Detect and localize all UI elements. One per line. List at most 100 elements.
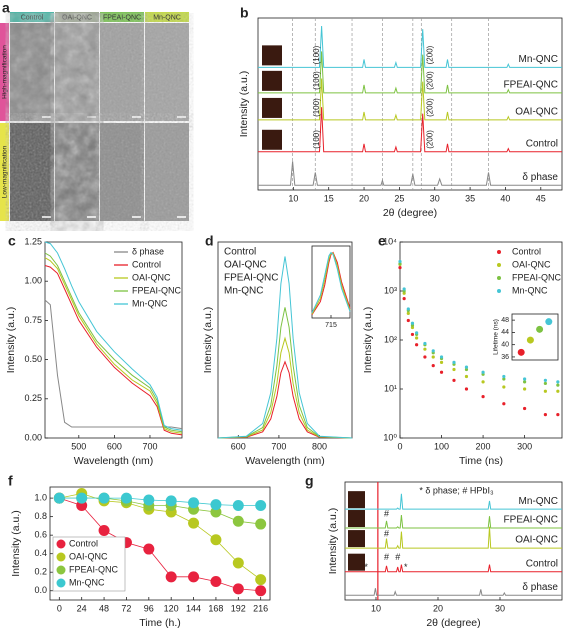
axes-frame	[344, 481, 563, 601]
axes-frame	[257, 17, 563, 191]
x-tick-label: 800	[312, 441, 327, 451]
data-point	[481, 380, 485, 384]
x-tick-label: 700	[271, 441, 286, 451]
data-point	[523, 380, 527, 384]
data-point	[410, 321, 415, 325]
column-label: FPEAI-QNC	[103, 14, 141, 21]
x-tick-label: 20	[359, 193, 369, 203]
micrograph-texture	[55, 123, 99, 221]
legend-label: OAI-QNC	[515, 107, 558, 118]
x-axis-label: 2θ (degree)	[426, 617, 480, 629]
data-point	[210, 534, 222, 546]
legend-label: OAI-QNC	[132, 272, 171, 282]
peak-label: #	[395, 552, 400, 562]
data-point	[423, 355, 427, 359]
data-point	[143, 543, 155, 555]
y-tick-label: 0.75	[24, 315, 42, 325]
data-point	[543, 378, 547, 382]
data-point	[502, 377, 506, 381]
series-line	[258, 25, 562, 68]
series-line	[217, 307, 353, 439]
legend-marker	[497, 276, 501, 280]
sample-photo	[348, 510, 365, 528]
data-point	[439, 360, 444, 364]
data-point	[502, 374, 506, 379]
legend-label: Control	[526, 558, 558, 569]
legend-label: Control	[132, 259, 161, 269]
y-tick-label: 0.50	[24, 354, 42, 364]
data-point	[423, 341, 427, 346]
x-tick-label: 700	[142, 441, 157, 451]
data-point	[415, 343, 419, 347]
x-tick-label: 0	[397, 441, 402, 451]
data-point	[464, 367, 469, 372]
series-line	[345, 588, 562, 596]
y-tick-label: 10³	[384, 285, 397, 295]
sample-photo	[348, 491, 365, 509]
data-point	[210, 499, 222, 511]
x-tick-label: 300	[517, 441, 532, 451]
legend-label: Mn-QNC	[512, 285, 548, 295]
data-point	[523, 387, 527, 391]
legend-label: Control	[224, 247, 256, 258]
x-axis-label: Time (h.)	[139, 617, 181, 629]
column-label: Mn-QNC	[153, 14, 181, 21]
legend-label: FPEAI-QNC	[504, 515, 558, 526]
y-axis-label: Intensity (a.u.)	[362, 307, 374, 374]
data-point	[543, 413, 547, 417]
data-point	[556, 389, 560, 393]
data-point	[406, 311, 410, 315]
data-point	[406, 307, 410, 311]
x-tick-label: 500	[71, 441, 86, 451]
y-tick-label: 0.00	[24, 432, 42, 442]
peak-label: (200)	[426, 45, 435, 64]
x-axis-label: 2θ (degree)	[383, 207, 437, 219]
data-point	[255, 574, 267, 586]
legend-label: OAI-QNC	[69, 551, 108, 561]
micrograph-texture	[55, 23, 99, 121]
data-point	[210, 575, 222, 587]
data-point	[232, 500, 244, 512]
x-tick-label: 15	[324, 193, 334, 203]
series-line	[44, 265, 183, 436]
y-tick-label: 36	[501, 354, 509, 361]
y-tick-label: 10⁴	[383, 236, 397, 246]
x-tick-label: 120	[164, 603, 179, 613]
data-point	[439, 355, 444, 359]
data-point	[232, 515, 244, 527]
micrograph-texture	[145, 23, 189, 121]
peak-label: * δ phase; # HPbI₃	[419, 485, 494, 495]
panel-label: f	[8, 473, 13, 489]
data-point	[452, 378, 456, 382]
x-tick-label: 10	[371, 603, 381, 613]
x-tick-label: 35	[465, 193, 475, 203]
series-line	[59, 493, 261, 580]
x-tick-label: 48	[99, 603, 109, 613]
legend-marker	[497, 263, 501, 267]
data-point	[188, 497, 200, 509]
legend-label: Control	[526, 138, 558, 149]
data-point	[452, 360, 456, 364]
x-tick-label: 24	[77, 603, 87, 613]
peak-label: (100)	[312, 71, 321, 90]
legend-marker	[497, 250, 501, 254]
series-line	[217, 336, 353, 439]
peak-label: (100)	[312, 45, 321, 64]
data-point	[165, 495, 177, 507]
data-point	[406, 318, 410, 323]
y-tick-label: 10⁰	[383, 432, 397, 442]
column-header	[10, 12, 54, 22]
x-tick-label: 30	[430, 193, 440, 203]
data-point	[232, 557, 244, 569]
y-tick-label: 10²	[384, 334, 397, 344]
data-point	[410, 332, 415, 337]
data-point	[402, 291, 406, 295]
series-line	[44, 241, 183, 431]
y-axis-label: Intensity (a.u.)	[202, 307, 214, 374]
legend-marker	[497, 289, 501, 293]
panel-label: c	[8, 233, 16, 249]
peak-label: (100)	[312, 130, 321, 149]
data-point	[526, 336, 534, 344]
y-tick-label: 44	[501, 329, 509, 336]
